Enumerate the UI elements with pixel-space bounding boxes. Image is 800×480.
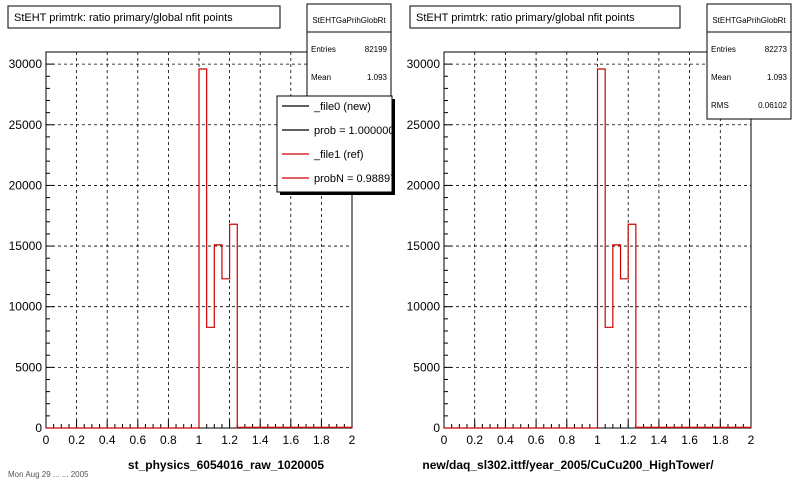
- histogram-series: [444, 68, 752, 429]
- x-tick-label: 0.2: [68, 433, 85, 447]
- histogram-bin: [230, 224, 238, 428]
- y-tick-label: 10000: [9, 300, 43, 314]
- y-tick-label: 10000: [407, 300, 441, 314]
- histogram-bin: [214, 245, 222, 428]
- x-tick-label: 1: [594, 433, 601, 447]
- x-tick-label: 0.8: [558, 433, 575, 447]
- stats-box: [706, 3, 792, 120]
- stats-value: 1.093: [367, 73, 388, 82]
- y-tick-label: 5000: [413, 360, 440, 374]
- x-tick-label: 1.2: [620, 433, 637, 447]
- title-box: [7, 5, 281, 29]
- footer-text: Mon Aug 29 ... ... 2005: [8, 470, 89, 479]
- x-tick-label: 1.2: [221, 433, 238, 447]
- x-tick-label: 0.4: [497, 433, 514, 447]
- x-axis-label: new/daq_sl302.ittf/year_2005/CuCu200_Hig…: [422, 458, 714, 472]
- legend-label: _file1 (ref): [313, 149, 364, 161]
- stats-label: Mean: [311, 73, 331, 82]
- histogram-bin: [199, 69, 207, 428]
- x-tick-label: 0.6: [528, 433, 545, 447]
- x-tick-label: 0.8: [160, 433, 177, 447]
- x-tick-label: 2: [748, 433, 755, 447]
- x-tick-label: 0: [441, 433, 448, 447]
- y-tick-label: 15000: [9, 239, 43, 253]
- histogram-bin: [222, 279, 230, 428]
- legend-entries: _file0 (new) prob = 1.000000 _file1 (ref) p…: [282, 101, 396, 185]
- y-tick-label: 25000: [9, 118, 43, 132]
- stats-label: RMS: [711, 101, 729, 110]
- stats-box: [306, 3, 392, 97]
- x-tick-label: 0.6: [129, 433, 146, 447]
- y-tick-label: 25000: [407, 118, 441, 132]
- legend-label: _file0 (new): [313, 101, 371, 113]
- histogram-bin: [207, 327, 215, 428]
- stats-value: 82199: [365, 45, 388, 54]
- stats-label: Entries: [711, 45, 736, 54]
- x-axis-label: st_physics_6054016_raw_1020005: [128, 458, 324, 472]
- stats-value: 1.093: [767, 73, 788, 82]
- histogram-bin: [636, 427, 751, 428]
- histogram-bin: [613, 245, 621, 428]
- x-tick-label: 2: [349, 433, 356, 447]
- stats-value: 82273: [765, 45, 788, 54]
- y-tick-label: 30000: [407, 57, 441, 71]
- stats-label: Mean: [711, 73, 731, 82]
- y-tick-label: 30000: [9, 57, 43, 71]
- stats-value: 0.06102: [758, 101, 787, 110]
- chart-title: StEHT primtrk: ratio primary/global nfit…: [416, 12, 635, 24]
- legend-box: [276, 95, 393, 193]
- y-tick-label: 5000: [15, 360, 42, 374]
- x-tick-label: 1: [196, 433, 203, 447]
- legend-label: probN = 0.98897: [314, 173, 396, 185]
- x-tick-label: 1.6: [681, 433, 698, 447]
- histogram-bin: [605, 327, 613, 428]
- y-tick-label: 20000: [407, 178, 441, 192]
- stats-name: StEHTGaPrihGlobRt: [312, 16, 386, 25]
- legend-label: prob = 1.000000: [314, 125, 394, 137]
- x-tick-label: 0.2: [466, 433, 483, 447]
- histogram-bin: [598, 69, 606, 428]
- histogram-bin: [237, 427, 352, 428]
- x-tick-label: 1.8: [712, 433, 729, 447]
- histogram-bin: [621, 279, 629, 428]
- stats-label: Entries: [311, 45, 336, 54]
- left-histogram-panel: 0 0.2 0.4 0.6 0.8 1 1.2 1.4 1.6 1.8 2 0 5000 10000 150…: [7, 3, 396, 472]
- x-tick-label: 1.8: [313, 433, 330, 447]
- stats-name: StEHTGaPrihGlobRt: [712, 16, 786, 25]
- title-box: [409, 5, 681, 29]
- right-histogram-panel: 0 0.2 0.4 0.6 0.8 1 1.2 1.4 1.6 1.8 2 0 5000 10000 150…: [407, 3, 792, 472]
- y-tick-label: 0: [433, 421, 440, 435]
- y-tick-label: 15000: [407, 239, 441, 253]
- x-tick-label: 1.4: [651, 433, 668, 447]
- histogram-bin: [628, 224, 636, 428]
- y-tick-label: 20000: [9, 178, 43, 192]
- x-tick-label: 1.4: [252, 433, 269, 447]
- histogram-series: [46, 68, 353, 429]
- x-tick-label: 1.6: [282, 433, 299, 447]
- x-tick-label: 0: [43, 433, 50, 447]
- y-tick-label: 0: [35, 421, 42, 435]
- chart-title: StEHT primtrk: ratio primary/global nfit…: [14, 12, 233, 24]
- x-tick-label: 0.4: [99, 433, 116, 447]
